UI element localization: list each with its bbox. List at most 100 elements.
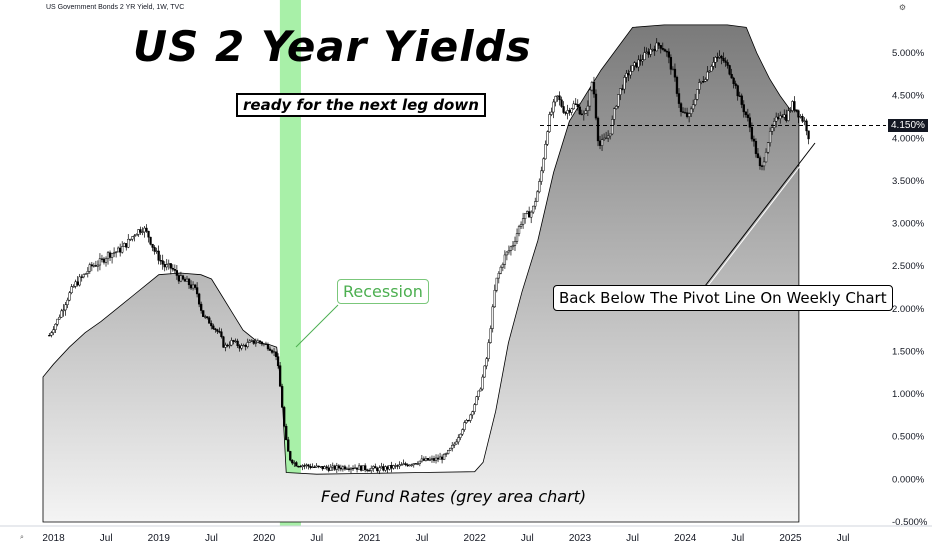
candle-body-226 (505, 251, 509, 256)
candle-body-66 (181, 275, 185, 280)
candle-body-8 (64, 304, 67, 311)
candle-body-301 (657, 42, 660, 46)
candle-body-344 (744, 111, 747, 116)
candle-body-81 (212, 325, 215, 330)
candle-body-304 (663, 49, 666, 52)
settings-icon[interactable]: ⚙ (898, 3, 906, 12)
candle-body-131 (313, 466, 316, 468)
recession-callout-line (295, 304, 339, 348)
candle-body-157 (366, 469, 369, 471)
candle-body-364 (785, 114, 788, 121)
candle-body-0 (48, 335, 51, 337)
candle-body-212 (477, 390, 480, 397)
candle-body-313 (681, 111, 685, 113)
candle-body-51 (151, 243, 154, 248)
candle-body-231 (515, 233, 519, 242)
candle-body-2 (52, 329, 55, 333)
candle-body-359 (775, 116, 778, 122)
candle-body-274 (602, 137, 606, 140)
candle-body-343 (742, 104, 745, 113)
candle-body-156 (364, 465, 367, 470)
candle-body-127 (305, 464, 308, 466)
timezone-icon[interactable]: ⌕ (20, 534, 24, 541)
candle-body-223 (499, 266, 502, 274)
candle-body-280 (615, 106, 618, 109)
candle-body-41 (131, 236, 134, 240)
candle-body-199 (451, 445, 454, 449)
candle-body-264 (582, 113, 585, 115)
candle-body-152 (355, 467, 359, 470)
candle-body-367 (791, 101, 794, 111)
candle-body-248 (550, 111, 553, 115)
candle-body-254 (562, 106, 565, 113)
candle-body-11 (70, 286, 73, 294)
candle-body-348 (752, 138, 756, 142)
candle-body-217 (487, 342, 490, 359)
candle-body-204 (461, 429, 464, 435)
candle-body-197 (447, 450, 450, 454)
candle-body-298 (651, 48, 654, 51)
candle-body-128 (307, 464, 310, 467)
candle-body-68 (185, 278, 189, 282)
candle-body-371 (799, 116, 802, 118)
candle-body-287 (629, 71, 632, 76)
candle-body-253 (560, 99, 563, 107)
candle-body-31 (110, 253, 114, 258)
candle-body-186 (424, 457, 428, 461)
candle-body-368 (793, 101, 796, 110)
candle-body-363 (783, 114, 786, 118)
candle-body-29 (106, 252, 110, 260)
candle-body-323 (702, 81, 705, 83)
candle-body-361 (779, 115, 782, 119)
candle-body-34 (117, 247, 120, 253)
candle-body-74 (197, 293, 201, 305)
candle-body-115 (281, 386, 284, 408)
candle-body-338 (732, 77, 735, 84)
candle-body-33 (114, 251, 118, 253)
candle-body-362 (781, 115, 784, 118)
candle-body-69 (187, 278, 191, 286)
candle-body-1 (50, 332, 53, 336)
candle-body-322 (700, 81, 703, 83)
candle-body-84 (218, 331, 221, 333)
y-tick-label: 4.000% (892, 133, 925, 144)
candle-body-126 (303, 465, 306, 467)
candle-body-91 (232, 340, 235, 342)
candle-body-26 (100, 258, 104, 260)
candle-body-89 (228, 344, 231, 347)
candle-body-273 (600, 139, 604, 146)
candle-body-195 (442, 453, 446, 460)
candle-body-75 (200, 303, 203, 311)
candle-body-358 (773, 120, 776, 128)
candle-body-183 (418, 460, 421, 464)
candle-body-252 (558, 95, 561, 101)
candle-body-96 (242, 344, 245, 347)
y-tick-label: -0.500% (892, 517, 928, 528)
candle-body-291 (637, 59, 640, 68)
candle-body-265 (584, 110, 588, 114)
x-tick-label: Jul (205, 533, 218, 544)
y-tick-label: 2.500% (892, 261, 925, 272)
candle-body-78 (206, 316, 209, 319)
candle-body-320 (696, 89, 699, 100)
candle-body-166 (384, 466, 387, 471)
candle-body-324 (704, 79, 707, 82)
candle-body-317 (689, 108, 693, 114)
candle-body-45 (139, 229, 142, 233)
x-tick-label: Jul (100, 533, 113, 544)
candle-body-79 (208, 317, 211, 324)
candle-body-234 (521, 218, 525, 225)
candle-body-160 (372, 466, 375, 469)
candle-body-63 (175, 270, 179, 276)
candle-body-198 (449, 447, 452, 451)
candle-body-113 (276, 356, 280, 366)
candle-body-208 (469, 414, 472, 421)
candle-body-27 (102, 258, 106, 263)
candle-body-307 (669, 57, 673, 70)
candle-body-267 (588, 89, 592, 107)
candle-body-286 (627, 73, 630, 76)
candle-body-95 (240, 345, 243, 349)
pivot-note: Back Below The Pivot Line On Weekly Char… (553, 285, 893, 311)
candle-body-58 (165, 264, 168, 268)
candle-body-20 (88, 264, 91, 272)
